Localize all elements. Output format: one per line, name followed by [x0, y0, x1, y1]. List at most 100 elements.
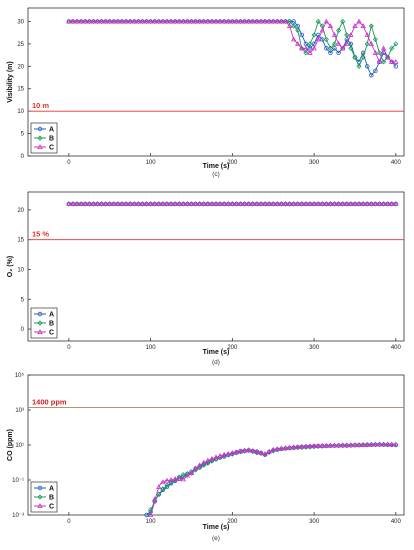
- data-point-A: [160, 487, 166, 493]
- data-point-C: [131, 18, 137, 24]
- data-point-C: [139, 18, 146, 24]
- data-point-A: [373, 68, 378, 73]
- data-point-C: [352, 442, 358, 448]
- data-point-C: [225, 450, 231, 456]
- data-point-C: [307, 201, 313, 206]
- data-point-B: [315, 18, 321, 25]
- data-point-B: [385, 441, 391, 448]
- data-point-C: [270, 446, 276, 452]
- data-point-C: [180, 201, 186, 206]
- data-point-C: [86, 18, 92, 24]
- data-point-C: [82, 201, 88, 206]
- legend-label-B: B: [49, 495, 54, 502]
- data-point-B: [344, 32, 350, 38]
- y-tick-label: 15: [17, 238, 24, 244]
- data-point-B: [389, 441, 395, 448]
- data-point-C: [74, 18, 80, 24]
- data-point-B: [352, 54, 358, 60]
- data-point-C: [344, 201, 350, 206]
- data-point-C: [152, 18, 158, 24]
- data-point-C: [348, 201, 354, 206]
- data-point-C: [78, 18, 84, 24]
- data-point-C: [94, 18, 101, 24]
- data-point-C: [115, 201, 121, 206]
- data-point-C: [135, 201, 142, 206]
- data-point-A: [369, 73, 374, 78]
- data-point-C: [192, 465, 199, 471]
- data-point-B: [323, 36, 329, 42]
- data-point-C: [327, 201, 334, 206]
- x-tick-label: 400: [391, 519, 402, 525]
- data-point-C: [246, 18, 252, 24]
- data-point-C: [233, 201, 240, 206]
- data-point-A: [328, 50, 333, 56]
- y-axis-label: O₂ (%): [7, 256, 14, 277]
- data-point-C: [282, 201, 289, 206]
- x-tick-label: 200: [227, 345, 238, 351]
- data-point-A: [365, 64, 370, 69]
- data-point-C: [135, 18, 142, 24]
- data-point-C: [274, 18, 280, 24]
- data-point-C: [94, 201, 101, 206]
- legend-label-C: C: [49, 330, 54, 337]
- data-point-C: [295, 201, 301, 206]
- data-point-C: [376, 58, 383, 64]
- data-point-C: [274, 201, 280, 206]
- data-point-C: [160, 201, 166, 206]
- data-point-C: [327, 23, 334, 28]
- data-point-B: [336, 27, 342, 33]
- series-C: [66, 18, 399, 64]
- data-point-C: [352, 201, 358, 206]
- data-point-C: [319, 442, 325, 448]
- chart-panel-1: 0 100 200 300 400 0 5 10 15 20 25 30 Time (s) Visibil…: [7, 7, 405, 178]
- data-point-C: [258, 201, 264, 206]
- data-point-C: [164, 477, 170, 483]
- data-point-C: [102, 201, 109, 206]
- data-point-C: [286, 444, 293, 450]
- data-point-C: [152, 201, 158, 206]
- data-point-C: [90, 18, 97, 24]
- data-point-C: [299, 443, 305, 449]
- data-point-C: [241, 201, 248, 206]
- data-point-C: [123, 18, 129, 24]
- legend-marker-B: [37, 320, 43, 326]
- data-point-B: [376, 50, 383, 56]
- data-point-C: [389, 441, 395, 447]
- series-line-A: [68, 21, 397, 77]
- data-point-C: [340, 201, 346, 206]
- data-point-B: [156, 491, 162, 497]
- x-tick-label: 400: [391, 160, 402, 166]
- data-point-C: [380, 45, 387, 51]
- data-point-C: [356, 442, 362, 447]
- data-point-C: [111, 201, 117, 206]
- data-point-B: [356, 63, 362, 69]
- data-point-C: [123, 201, 129, 206]
- data-point-C: [78, 201, 84, 206]
- data-point-C: [393, 201, 399, 206]
- data-point-C: [303, 201, 309, 206]
- legend-label-C: C: [49, 145, 54, 152]
- data-point-C: [205, 457, 211, 463]
- data-point-C: [180, 18, 186, 24]
- data-point-C: [237, 18, 244, 24]
- data-point-C: [323, 442, 330, 448]
- data-point-C: [233, 18, 240, 24]
- legend-label-A: A: [49, 127, 54, 134]
- data-point-B: [380, 59, 387, 65]
- data-point-B: [348, 45, 354, 51]
- data-point-C: [364, 441, 370, 447]
- x-tick-label: 0: [67, 519, 71, 525]
- y-tick-label: 5: [21, 297, 25, 303]
- y-tick-label: 5: [21, 132, 25, 138]
- data-point-C: [107, 201, 113, 206]
- legend: ABC: [30, 481, 58, 513]
- data-point-C: [360, 201, 366, 206]
- y-tick-label: 20: [17, 64, 24, 70]
- legend-marker-A: [37, 126, 43, 132]
- data-point-C: [315, 36, 321, 42]
- data-point-C: [331, 201, 338, 206]
- data-point-C: [303, 443, 309, 449]
- plot-area: [27, 191, 405, 342]
- data-point-C: [364, 32, 370, 37]
